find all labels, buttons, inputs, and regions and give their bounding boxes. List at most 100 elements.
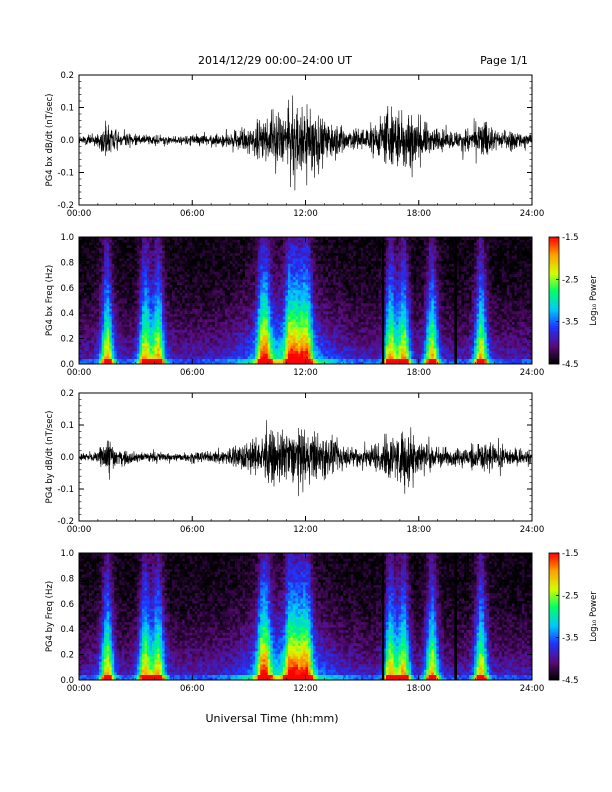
heat-cell: [179, 334, 183, 338]
heat-cell: [207, 324, 211, 328]
heat-cell: [177, 356, 180, 360]
heat-cell: [121, 292, 125, 296]
heat-cell: [204, 334, 208, 338]
heat-cell: [209, 316, 213, 320]
heat-cell: [154, 345, 158, 349]
heat-cell: [262, 308, 266, 312]
heat-cell: [202, 255, 206, 259]
heat-cell: [302, 345, 306, 349]
heat-cell: [151, 258, 155, 262]
heat-cell: [179, 311, 183, 315]
heat-cell: [134, 279, 138, 283]
heat-cell: [265, 292, 269, 296]
heat-cell: [315, 361, 319, 365]
heat-cell: [116, 292, 120, 296]
heat-cell: [154, 242, 158, 246]
heat-cell: [169, 356, 173, 360]
heat-cell: [212, 324, 216, 328]
heat-cell: [139, 255, 143, 259]
heat-cell: [260, 361, 264, 365]
page-number: Page 1/1: [480, 54, 528, 67]
heat-cell: [149, 358, 153, 362]
heat-cell: [310, 361, 314, 365]
heat-cell: [272, 274, 276, 277]
heat-cell: [94, 313, 97, 317]
heat-cell: [157, 313, 160, 317]
heat-cell: [204, 276, 208, 280]
heat-cell: [84, 326, 87, 330]
heat-cell: [106, 297, 110, 301]
heat-cell: [104, 348, 107, 352]
heat-cell: [275, 353, 279, 357]
heat-cell: [129, 239, 133, 243]
heat-cell: [333, 324, 336, 328]
heat-cell: [121, 356, 125, 360]
heat-cell: [232, 297, 236, 301]
heat-cell: [199, 319, 203, 322]
heat-cell: [297, 242, 301, 246]
heat-cell: [224, 345, 228, 349]
heat-cell: [285, 319, 289, 322]
heat-cell: [91, 300, 95, 304]
heat-cell: [177, 276, 180, 280]
heat-cell: [119, 252, 123, 256]
heat-cell: [315, 305, 319, 309]
heat-cell: [159, 260, 163, 264]
heat-cell: [272, 295, 276, 299]
heat-cell: [116, 340, 120, 344]
heat-cell: [144, 311, 148, 315]
heat-cell: [295, 361, 299, 365]
heat-cell: [124, 255, 128, 259]
heat-cell: [318, 263, 321, 267]
heat-cell: [300, 255, 304, 259]
heat-cell: [179, 258, 183, 262]
heat-cell: [94, 295, 97, 299]
heat-cell: [310, 292, 314, 296]
heat-cell: [209, 340, 213, 344]
heat-cell: [192, 295, 196, 299]
heat-cell: [79, 289, 82, 293]
heat-cell: [235, 329, 238, 333]
heat-cell: [79, 279, 82, 283]
heat-cell: [144, 342, 148, 346]
heat-cell: [157, 263, 160, 267]
heat-cell: [217, 255, 221, 259]
heat-cell: [159, 332, 163, 336]
heat-cell: [227, 313, 231, 317]
heat-cell: [177, 361, 180, 365]
heat-cell: [199, 247, 203, 251]
heat-cell: [86, 266, 90, 270]
heat-cell: [219, 337, 223, 341]
heat-cell: [255, 268, 258, 272]
heat-cell: [313, 244, 316, 248]
heat-cell: [131, 356, 135, 360]
heat-cell: [89, 348, 92, 352]
heat-cell: [116, 303, 120, 307]
heat-cell: [285, 342, 289, 346]
heat-cell: [157, 353, 160, 357]
heat-cell: [134, 311, 138, 315]
heat-cell: [172, 305, 175, 309]
heat-cell: [169, 361, 173, 365]
heat-cell: [265, 260, 269, 264]
heat-cell: [245, 342, 248, 346]
heat-cell: [267, 292, 271, 296]
heat-cell: [287, 237, 291, 240]
heat-cell: [217, 250, 221, 254]
heat-cell: [129, 342, 133, 346]
heat-cell: [235, 268, 238, 272]
heat-cell: [184, 274, 188, 277]
heat-cell: [292, 316, 296, 320]
heat-cell: [315, 345, 319, 349]
heat-cell: [280, 332, 284, 336]
heat-cell: [99, 334, 102, 338]
heat-cell: [240, 281, 243, 285]
heat-cell: [330, 350, 334, 354]
heat-cell: [111, 263, 115, 267]
heat-cell: [252, 289, 256, 293]
heat-cell: [280, 340, 284, 344]
heat-cell: [179, 237, 183, 240]
heat-cell: [141, 258, 145, 262]
heat-cell: [219, 340, 223, 344]
heat-cell: [149, 247, 153, 251]
